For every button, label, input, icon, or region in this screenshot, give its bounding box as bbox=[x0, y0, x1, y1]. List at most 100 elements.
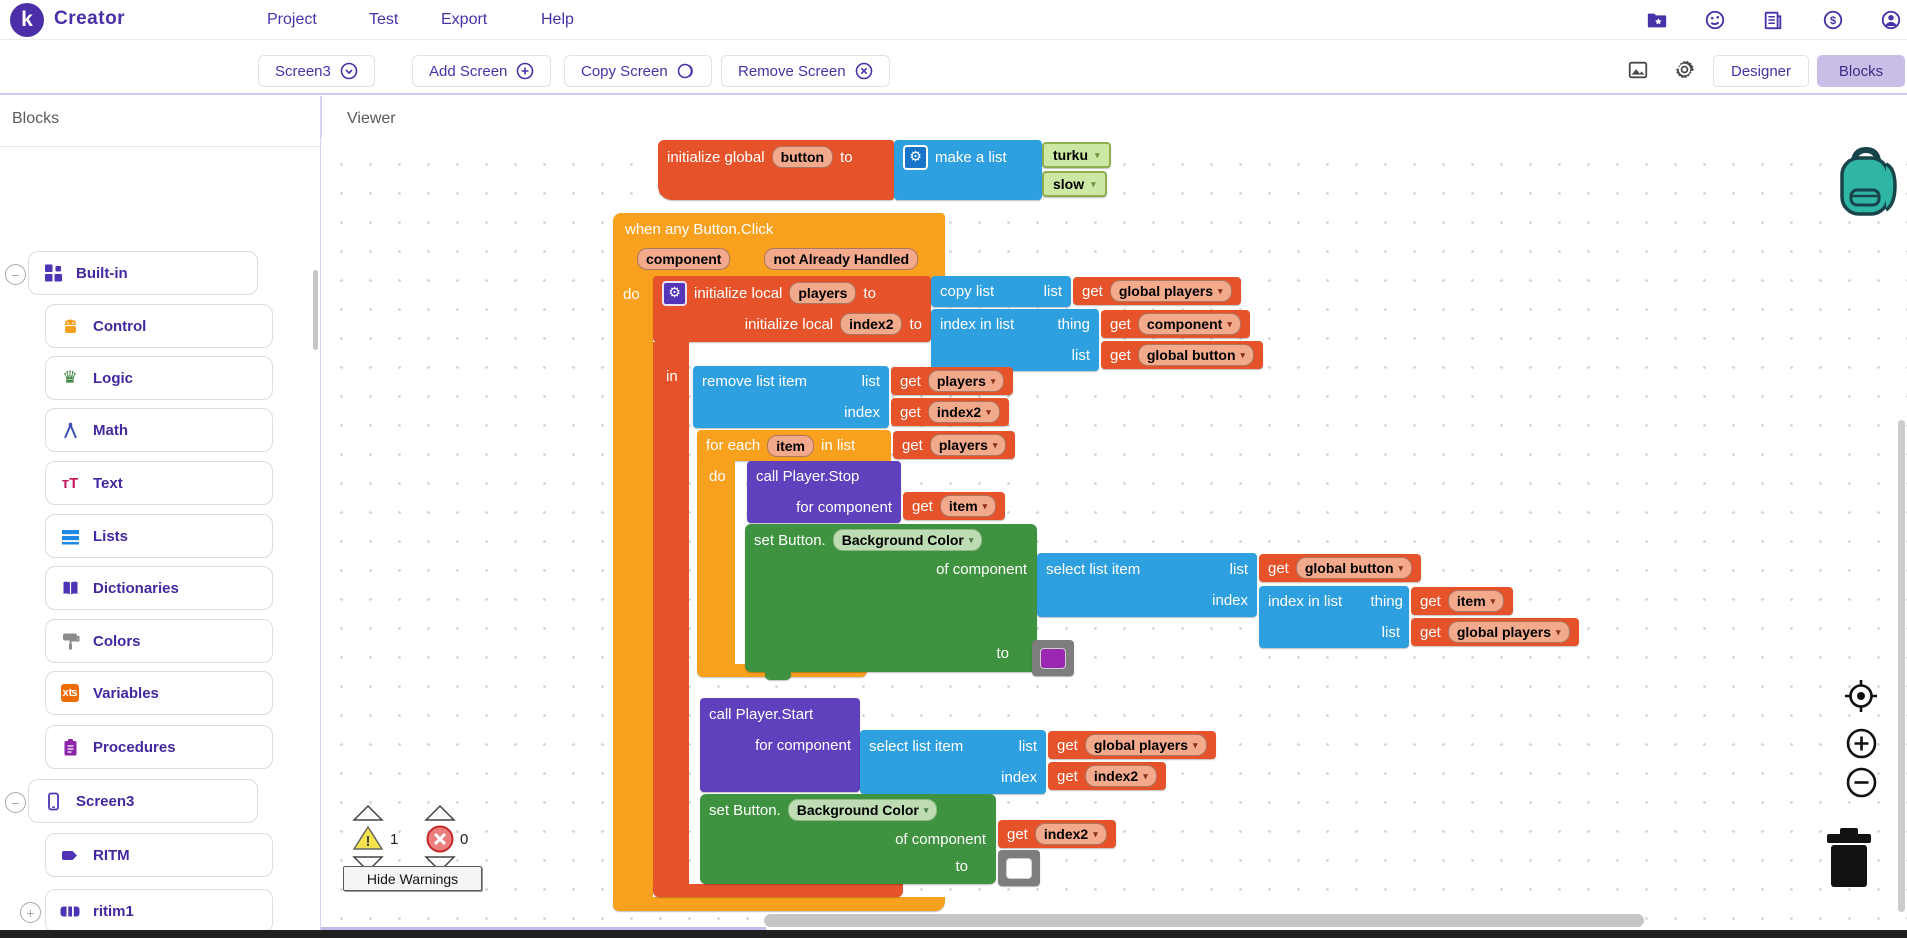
copy-list-block[interactable]: copy list list bbox=[931, 276, 1071, 307]
sidebar-item-colors[interactable]: Colors bbox=[45, 619, 273, 663]
variable-dropdown[interactable]: global button ▾ bbox=[1137, 344, 1255, 366]
set-button-background-block[interactable]: set Button. Background Color ▾ of compone… bbox=[745, 524, 1037, 672]
menu-export[interactable]: Export bbox=[441, 11, 488, 28]
event-param[interactable]: not Already Handled bbox=[764, 248, 919, 270]
sidebar-item-logic[interactable]: ♛ Logic bbox=[45, 356, 273, 400]
sidebar-item-ritm[interactable]: RITM bbox=[45, 833, 273, 877]
sidebar-item-builtin[interactable]: Built-in bbox=[28, 251, 258, 295]
add-screen-button[interactable]: Add Screen bbox=[412, 55, 552, 87]
news-icon[interactable] bbox=[1762, 9, 1784, 31]
variable-dropdown[interactable]: index2 ▾ bbox=[927, 401, 1000, 423]
color-swatch-purple[interactable] bbox=[1040, 647, 1066, 669]
designer-view-button[interactable]: Designer bbox=[1713, 55, 1809, 87]
call-player-start-block[interactable]: call Player.Start for component bbox=[700, 698, 860, 792]
variable-dropdown[interactable]: index2 ▾ bbox=[1034, 823, 1107, 845]
coins-icon[interactable]: $ bbox=[1822, 9, 1844, 31]
local-scope-foot[interactable] bbox=[653, 884, 903, 897]
select-list-item-block[interactable]: select list item list index bbox=[1037, 553, 1257, 617]
variable-dropdown[interactable]: component ▾ bbox=[1137, 313, 1241, 335]
for-each-block[interactable]: for each item in list bbox=[697, 430, 891, 461]
sidebar-item-dictionaries[interactable]: Dictionaries bbox=[45, 566, 273, 610]
zoom-out-icon[interactable] bbox=[1845, 766, 1878, 804]
warning-triangle-icon[interactable]: ! bbox=[352, 824, 384, 857]
get-block[interactable]: get global players ▾ bbox=[1073, 277, 1241, 305]
settings-gear-icon[interactable] bbox=[1673, 58, 1696, 86]
get-block[interactable]: get index2 ▾ bbox=[1048, 762, 1166, 790]
property-dropdown[interactable]: Background Color ▾ bbox=[832, 529, 983, 551]
get-block[interactable]: get component ▾ bbox=[1101, 310, 1250, 338]
get-block[interactable]: get global players ▾ bbox=[1411, 618, 1579, 646]
event-param[interactable]: component bbox=[637, 248, 731, 270]
when-block-foot[interactable] bbox=[613, 897, 945, 911]
errors-up-icon[interactable] bbox=[424, 804, 456, 827]
sidebar-item-procedures[interactable]: Procedures bbox=[45, 725, 273, 769]
variable-name-field[interactable]: index2 bbox=[840, 313, 903, 335]
blocks-canvas[interactable] bbox=[321, 138, 1907, 930]
sidebar-item-screen3[interactable]: Screen3 bbox=[28, 779, 258, 823]
remove-screen-button[interactable]: Remove Screen bbox=[721, 55, 890, 87]
get-block[interactable]: get players ▾ bbox=[891, 367, 1014, 395]
expand-ritim1-icon[interactable]: + bbox=[20, 902, 41, 923]
sidebar-vertical-scrollbar[interactable] bbox=[313, 270, 318, 350]
variable-dropdown[interactable]: item ▾ bbox=[1447, 590, 1505, 612]
center-view-icon[interactable] bbox=[1843, 678, 1879, 719]
sidebar-item-math[interactable]: Math bbox=[45, 408, 273, 452]
error-circle-icon[interactable] bbox=[426, 825, 454, 858]
screenshot-icon[interactable] bbox=[1627, 59, 1649, 86]
variable-dropdown[interactable]: global players ▾ bbox=[1109, 280, 1232, 302]
sidebar-item-variables[interactable]: xʦ Variables bbox=[45, 671, 273, 715]
list-value-dropdown-block[interactable]: slow ▾ bbox=[1042, 171, 1107, 197]
project-folder-icon[interactable] bbox=[1646, 9, 1668, 31]
copy-screen-button[interactable]: Copy Screen bbox=[564, 55, 712, 87]
sidebar-item-lists[interactable]: Lists bbox=[45, 514, 273, 558]
set-button-background-block[interactable]: set Button. Background Color ▾ of compone… bbox=[700, 794, 996, 884]
color-value-block[interactable] bbox=[1032, 640, 1074, 676]
get-block[interactable]: get global button ▾ bbox=[1259, 554, 1422, 582]
warnings-down-icon[interactable] bbox=[352, 855, 384, 878]
canvas-vertical-scrollbar[interactable] bbox=[1898, 420, 1905, 912]
menu-help[interactable]: Help bbox=[541, 11, 574, 28]
initialize-local-block[interactable]: ⚙ initialize local players to initialize… bbox=[653, 276, 931, 342]
when-button-click-block[interactable]: when any Button.Click component not Alre… bbox=[613, 213, 945, 279]
mutator-gear-icon[interactable]: ⚙ bbox=[903, 144, 928, 170]
variable-dropdown[interactable]: players ▾ bbox=[927, 370, 1005, 392]
color-swatch-white[interactable] bbox=[1006, 857, 1032, 879]
errors-down-icon[interactable] bbox=[424, 855, 456, 878]
for-each-spine[interactable] bbox=[697, 461, 735, 664]
index-in-list-block[interactable]: index in list thing list bbox=[1259, 586, 1409, 648]
get-block[interactable]: get item ▾ bbox=[1411, 587, 1514, 615]
variable-dropdown[interactable]: item ▾ bbox=[939, 495, 997, 517]
loop-var-field[interactable]: item bbox=[767, 434, 814, 457]
call-player-stop-block[interactable]: call Player.Stop for component bbox=[747, 461, 901, 523]
collapse-builtin-icon[interactable]: − bbox=[5, 264, 26, 285]
variable-dropdown[interactable]: global button ▾ bbox=[1295, 557, 1413, 579]
variable-dropdown[interactable]: global players ▾ bbox=[1447, 621, 1570, 643]
color-value-block[interactable] bbox=[998, 850, 1040, 886]
make-a-list-block[interactable]: ⚙ make a list bbox=[894, 140, 1042, 200]
collapse-screen3-icon[interactable]: − bbox=[5, 792, 26, 813]
when-block-spine[interactable] bbox=[613, 279, 653, 897]
kodular-logo[interactable]: k bbox=[10, 3, 44, 37]
theme-face-icon[interactable] bbox=[1704, 9, 1726, 31]
get-block[interactable]: get players ▾ bbox=[893, 431, 1016, 459]
variable-name-field[interactable]: players bbox=[789, 282, 857, 304]
select-list-item-block[interactable]: select list item list index bbox=[860, 730, 1046, 794]
get-block[interactable]: get index2 ▾ bbox=[891, 398, 1009, 426]
local-scope-spine[interactable] bbox=[653, 342, 689, 884]
canvas-horizontal-scrollbar[interactable] bbox=[764, 914, 1644, 927]
sidebar-item-text[interactable]: тT Text bbox=[45, 461, 273, 505]
sidebar-item-control[interactable]: Control bbox=[45, 304, 273, 348]
list-value-dropdown-block[interactable]: turku ▾ bbox=[1042, 142, 1111, 168]
property-dropdown[interactable]: Background Color ▾ bbox=[787, 799, 938, 821]
get-block[interactable]: get global button ▾ bbox=[1101, 341, 1264, 369]
sidebar-item-ritim1[interactable]: ritim1 bbox=[45, 889, 273, 930]
menu-test[interactable]: Test bbox=[369, 11, 399, 28]
get-block[interactable]: get item ▾ bbox=[903, 492, 1006, 520]
remove-list-item-block[interactable]: remove list item list index bbox=[693, 366, 889, 428]
hide-warnings-button[interactable]: Hide Warnings bbox=[343, 866, 482, 891]
mutator-gear-icon[interactable]: ⚙ bbox=[662, 280, 687, 306]
get-block[interactable]: get global players ▾ bbox=[1048, 731, 1216, 759]
blocks-view-button[interactable]: Blocks bbox=[1817, 55, 1905, 87]
variable-name-field[interactable]: button bbox=[771, 146, 834, 168]
screen-selector-button[interactable]: Screen3 bbox=[258, 55, 375, 87]
